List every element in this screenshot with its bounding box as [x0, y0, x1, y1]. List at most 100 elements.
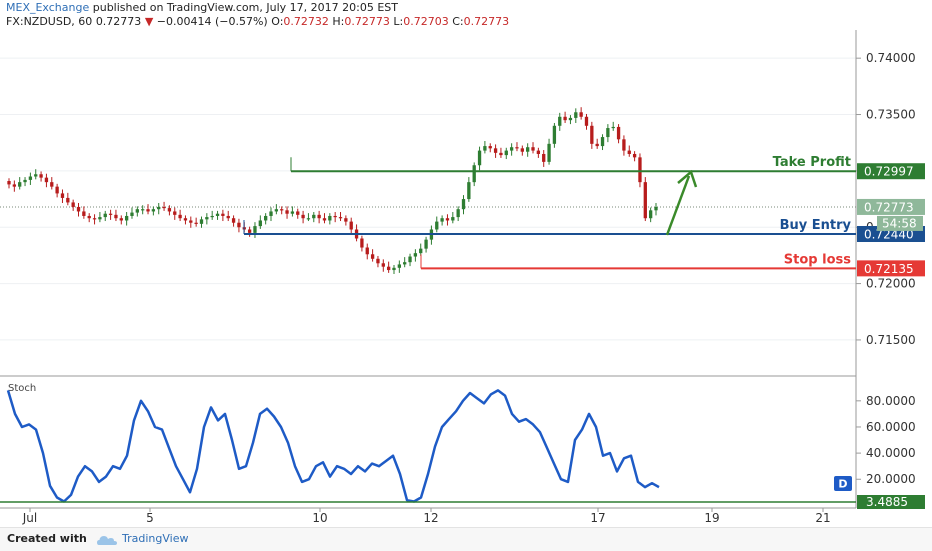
interval-badge[interactable]: [834, 476, 852, 491]
candle-body: [146, 209, 150, 212]
candle-body: [231, 218, 236, 223]
candle-body: [135, 209, 139, 213]
countdown-label: 54:58: [882, 216, 917, 230]
published-text: published on TradingView.com, July 17, 2…: [92, 1, 398, 14]
candle-body: [87, 215, 91, 219]
candle-body: [611, 126, 615, 129]
candle-body: [386, 266, 391, 271]
countdown-tag: [877, 215, 923, 231]
level-price-tag: [857, 260, 925, 277]
publish-info: MEX_Exchange published on TradingView.co…: [6, 1, 398, 14]
time-tick-label: Jul: [22, 511, 37, 525]
candle-body: [504, 150, 508, 156]
low-value: 0.72703: [403, 15, 449, 28]
candle-body: [98, 217, 102, 220]
candle-body: [638, 157, 642, 183]
candle-body: [552, 125, 557, 144]
candle-body: [413, 253, 418, 257]
candle-body: [579, 112, 583, 117]
high-label: H:: [332, 15, 345, 28]
stoch-value-tag: [857, 495, 925, 509]
candle-body: [210, 215, 214, 218]
candle-body: [322, 218, 327, 221]
candle-body: [66, 197, 70, 203]
candle-body: [285, 210, 289, 214]
current-price-label: 0.72773: [864, 200, 914, 214]
candle-body: [39, 174, 43, 178]
stoch-title: Stoch: [8, 383, 36, 394]
price-tick-label: 0.74000: [866, 51, 916, 65]
candle-body: [467, 182, 471, 200]
candle-body: [157, 206, 161, 210]
candle-body: [141, 209, 145, 211]
candle-body: [199, 219, 204, 224]
candle-body: [290, 211, 295, 214]
candle-body: [50, 182, 54, 187]
candle-body: [563, 116, 567, 121]
candle-body: [194, 222, 198, 224]
candle-body: [226, 215, 230, 219]
candle-body: [632, 153, 637, 158]
stoch-pane: Stoch 80.0000 60.0000 40.0000 20.0000 3.4885 D: [0, 383, 925, 509]
candle-body: [253, 226, 257, 233]
time-tick-label: 12: [423, 511, 438, 525]
candle-body: [183, 218, 188, 221]
candle-body: [301, 214, 305, 219]
symbol-info: FX:NZDUSD, 60 0.72773 ▼ −0.00414 (−0.57%…: [6, 15, 509, 28]
candle-body: [151, 209, 156, 212]
candle-body: [7, 181, 11, 185]
candle-body: [424, 239, 428, 249]
price-tick-label: 0.71500: [866, 333, 916, 347]
candle-body: [381, 263, 385, 267]
close-value: 0.72773: [463, 15, 510, 28]
stoch-line: [6, 389, 660, 503]
candle-body: [23, 179, 27, 183]
candle-body: [595, 143, 599, 147]
time-tick-label: 10: [312, 511, 327, 525]
candle-body: [317, 214, 321, 219]
candle-body: [606, 128, 610, 138]
candle-body: [119, 218, 123, 221]
candle-body: [60, 193, 65, 198]
candle-body: [531, 147, 535, 151]
candle-body: [173, 211, 177, 215]
footer: Created with TradingView: [0, 527, 932, 551]
candle-body: [167, 208, 172, 212]
candle-body: [28, 176, 33, 180]
candle-body: [312, 214, 316, 219]
candle-body: [34, 174, 38, 177]
candle-body: [499, 152, 503, 156]
publisher-name[interactable]: MEX_Exchange: [6, 1, 90, 14]
candle-body: [333, 215, 337, 218]
price-tick-label: 0.72000: [866, 277, 916, 291]
candle-body: [338, 217, 343, 219]
created-with-label: Created with: [7, 532, 87, 545]
tradingview-brand[interactable]: TradingView: [122, 532, 189, 545]
candle-body: [616, 126, 621, 140]
candle-body: [472, 165, 476, 183]
candle-body: [451, 217, 455, 221]
candle-body: [280, 209, 284, 211]
price-grid: [0, 57, 856, 341]
candle-body: [376, 258, 380, 264]
candle-body: [622, 139, 626, 151]
candle-body: [44, 177, 49, 183]
candle-body: [477, 150, 482, 166]
stoch-tick-label: 80.0000: [866, 394, 916, 408]
open-label: O:: [271, 15, 284, 28]
candle-body: [493, 148, 498, 153]
candle-body: [456, 209, 460, 218]
time-axis: Jul 5 10 12 17 19 21: [22, 508, 831, 525]
price-tags: 0.72997 0.72440 0.72135 0.72773 54:58: [857, 163, 925, 277]
candle-body: [124, 215, 129, 221]
candle-body: [205, 217, 209, 220]
candle-body: [92, 218, 97, 220]
time-tick-label: 19: [704, 511, 719, 525]
price-change: −0.00414 (−0.57%): [156, 15, 268, 28]
candle-body: [574, 112, 578, 118]
candle-body: [536, 150, 541, 154]
candle-body: [403, 262, 407, 265]
candle-body: [435, 221, 439, 230]
candle-body: [558, 116, 562, 126]
